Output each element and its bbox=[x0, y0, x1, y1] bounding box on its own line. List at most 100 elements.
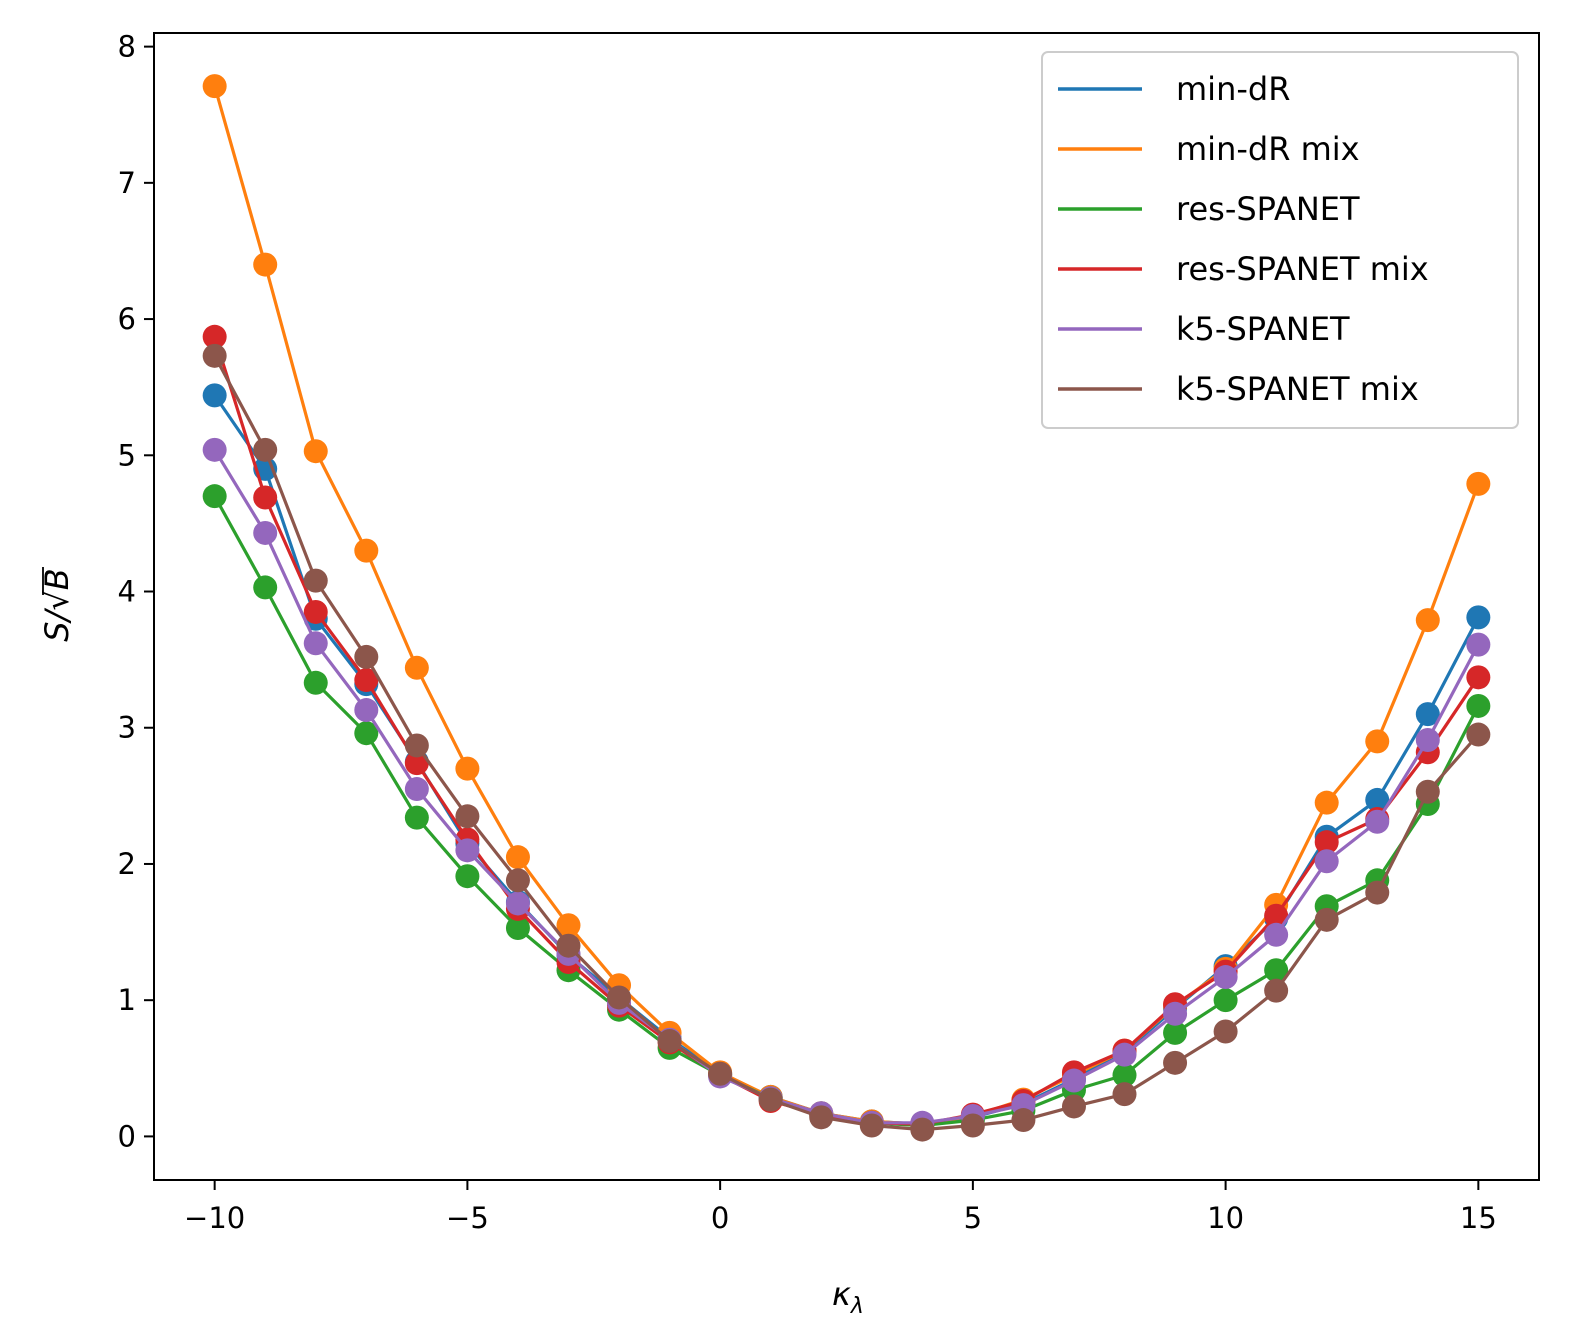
data-point-res-spanet bbox=[253, 575, 278, 600]
data-point-k5-spanet bbox=[1264, 922, 1289, 947]
y-tick-label: 8 bbox=[118, 30, 136, 64]
data-point-min-dr bbox=[202, 383, 227, 408]
x-axis: −10 −5 0 5 10 15 bbox=[184, 1180, 1497, 1235]
data-point-k5-spanet-mix bbox=[910, 1117, 935, 1142]
data-point-k5-spanet bbox=[1213, 965, 1238, 990]
data-point-k5-spanet bbox=[1112, 1042, 1137, 1067]
data-point-k5-spanet-mix bbox=[859, 1113, 884, 1138]
data-point-res-spanet-mix bbox=[354, 668, 379, 693]
data-point-min-dr-mix bbox=[1415, 608, 1440, 633]
data-point-k5-spanet bbox=[202, 437, 227, 462]
data-point-k5-spanet-mix bbox=[556, 933, 581, 958]
data-point-min-dr bbox=[1466, 605, 1491, 630]
x-axis-label-subscript: λ bbox=[850, 1294, 864, 1319]
data-point-k5-spanet-mix bbox=[1112, 1082, 1137, 1107]
data-point-res-spanet bbox=[1213, 988, 1238, 1013]
data-point-k5-spanet-mix bbox=[1365, 880, 1390, 905]
data-point-k5-spanet-mix bbox=[404, 733, 429, 758]
data-point-k5-spanet-mix bbox=[455, 804, 480, 829]
data-point-k5-spanet bbox=[1466, 632, 1491, 657]
data-point-min-dr-mix bbox=[303, 439, 328, 464]
data-point-k5-spanet bbox=[1163, 1001, 1188, 1026]
data-point-k5-spanet-mix bbox=[1466, 722, 1491, 747]
data-point-res-spanet-mix bbox=[1314, 830, 1339, 855]
legend: min-dR min-dR mix res-SPANET res-SPANET mix… bbox=[1041, 51, 1519, 429]
data-point-res-spanet bbox=[455, 864, 480, 889]
data-point-res-spanet bbox=[202, 484, 227, 509]
y-axis-label: S/√B bbox=[38, 567, 76, 642]
data-point-min-dr bbox=[1365, 787, 1390, 812]
data-point-res-spanet bbox=[505, 915, 530, 940]
data-point-k5-spanet-mix bbox=[1213, 1019, 1238, 1044]
data-point-res-spanet-mix bbox=[202, 324, 227, 349]
data-point-min-dr bbox=[1415, 702, 1440, 727]
data-point-res-spanet-mix bbox=[404, 751, 429, 776]
data-point-k5-spanet bbox=[303, 631, 328, 656]
data-point-res-spanet bbox=[1466, 693, 1491, 718]
plot-frame bbox=[153, 32, 1540, 1181]
data-point-res-spanet bbox=[1264, 958, 1289, 983]
data-point-k5-spanet bbox=[253, 520, 278, 545]
data-point-k5-spanet-mix bbox=[1415, 779, 1440, 804]
data-point-k5-spanet bbox=[1415, 727, 1440, 752]
legend-label-min-dr-mix: min-dR mix bbox=[1176, 130, 1360, 168]
y-tick-label: 2 bbox=[118, 847, 136, 881]
y-axis-label-radicand: B bbox=[38, 568, 76, 590]
data-point-k5-spanet-mix bbox=[303, 568, 328, 593]
data-point-k5-spanet-mix bbox=[253, 437, 278, 462]
y-axis: 0 1 2 3 4 5 6 7 8 bbox=[118, 30, 154, 1153]
data-point-k5-spanet bbox=[505, 891, 530, 916]
data-point-k5-spanet-mix bbox=[1163, 1050, 1188, 1075]
data-point-k5-spanet-mix bbox=[202, 343, 227, 368]
data-point-res-spanet-mix bbox=[1264, 903, 1289, 928]
data-point-k5-spanet-mix bbox=[1314, 907, 1339, 932]
data-point-k5-spanet-mix bbox=[1011, 1108, 1036, 1133]
data-point-k5-spanet bbox=[354, 698, 379, 723]
data-point-res-spanet-mix bbox=[303, 599, 328, 624]
data-point-res-spanet-mix bbox=[1466, 665, 1491, 690]
legend-box bbox=[1041, 51, 1519, 429]
data-point-min-dr-mix bbox=[505, 845, 530, 870]
series-layer bbox=[202, 74, 1491, 1142]
data-point-min-dr-mix bbox=[1365, 729, 1390, 754]
data-point-min-dr-mix bbox=[1466, 471, 1491, 496]
data-point-min-dr-mix bbox=[404, 655, 429, 680]
data-point-min-dr-mix bbox=[455, 756, 480, 781]
data-point-min-dr-mix bbox=[556, 913, 581, 938]
data-point-res-spanet bbox=[1163, 1020, 1188, 1045]
data-point-k5-spanet bbox=[1061, 1068, 1086, 1093]
x-tick-label: 15 bbox=[1460, 1201, 1497, 1235]
y-tick-label: 6 bbox=[118, 302, 136, 336]
data-point-k5-spanet-mix bbox=[960, 1113, 985, 1138]
x-tick-label: 10 bbox=[1207, 1201, 1244, 1235]
data-point-min-dr-mix bbox=[253, 252, 278, 277]
legend-label-k5-spanet: k5-SPANET bbox=[1176, 310, 1350, 348]
y-axis-label-radical: √ bbox=[38, 590, 76, 611]
svg-text:S/√B: S/√B bbox=[38, 568, 76, 641]
data-point-min-dr-mix bbox=[1314, 790, 1339, 815]
data-point-k5-spanet-mix bbox=[758, 1087, 783, 1112]
legend-label-res-spanet-mix: res-SPANET mix bbox=[1176, 250, 1429, 288]
data-point-res-spanet bbox=[1112, 1063, 1137, 1088]
x-tick-label: −10 bbox=[184, 1201, 245, 1235]
y-tick-label: 3 bbox=[118, 711, 136, 745]
legend-label-k5-spanet-mix: k5-SPANET mix bbox=[1176, 370, 1419, 408]
legend-label-res-spanet: res-SPANET bbox=[1176, 190, 1360, 228]
data-point-k5-spanet-mix bbox=[607, 985, 632, 1010]
data-point-k5-spanet-mix bbox=[1264, 978, 1289, 1003]
x-axis-label-main: κ bbox=[832, 1275, 851, 1313]
data-point-res-spanet bbox=[404, 805, 429, 830]
data-point-k5-spanet bbox=[1314, 849, 1339, 874]
data-point-min-dr-mix bbox=[202, 74, 227, 99]
legend-label-min-dr: min-dR bbox=[1176, 70, 1290, 108]
data-point-k5-spanet-mix bbox=[809, 1105, 834, 1130]
y-tick-label: 0 bbox=[118, 1119, 136, 1153]
x-tick-label: 5 bbox=[964, 1201, 982, 1235]
data-point-k5-spanet bbox=[404, 777, 429, 802]
series-k5-spanet-mix bbox=[202, 343, 1491, 1142]
x-tick-label: −5 bbox=[446, 1201, 489, 1235]
data-point-k5-spanet-mix bbox=[657, 1029, 682, 1054]
data-point-k5-spanet-mix bbox=[505, 868, 530, 893]
data-point-k5-spanet bbox=[455, 838, 480, 863]
